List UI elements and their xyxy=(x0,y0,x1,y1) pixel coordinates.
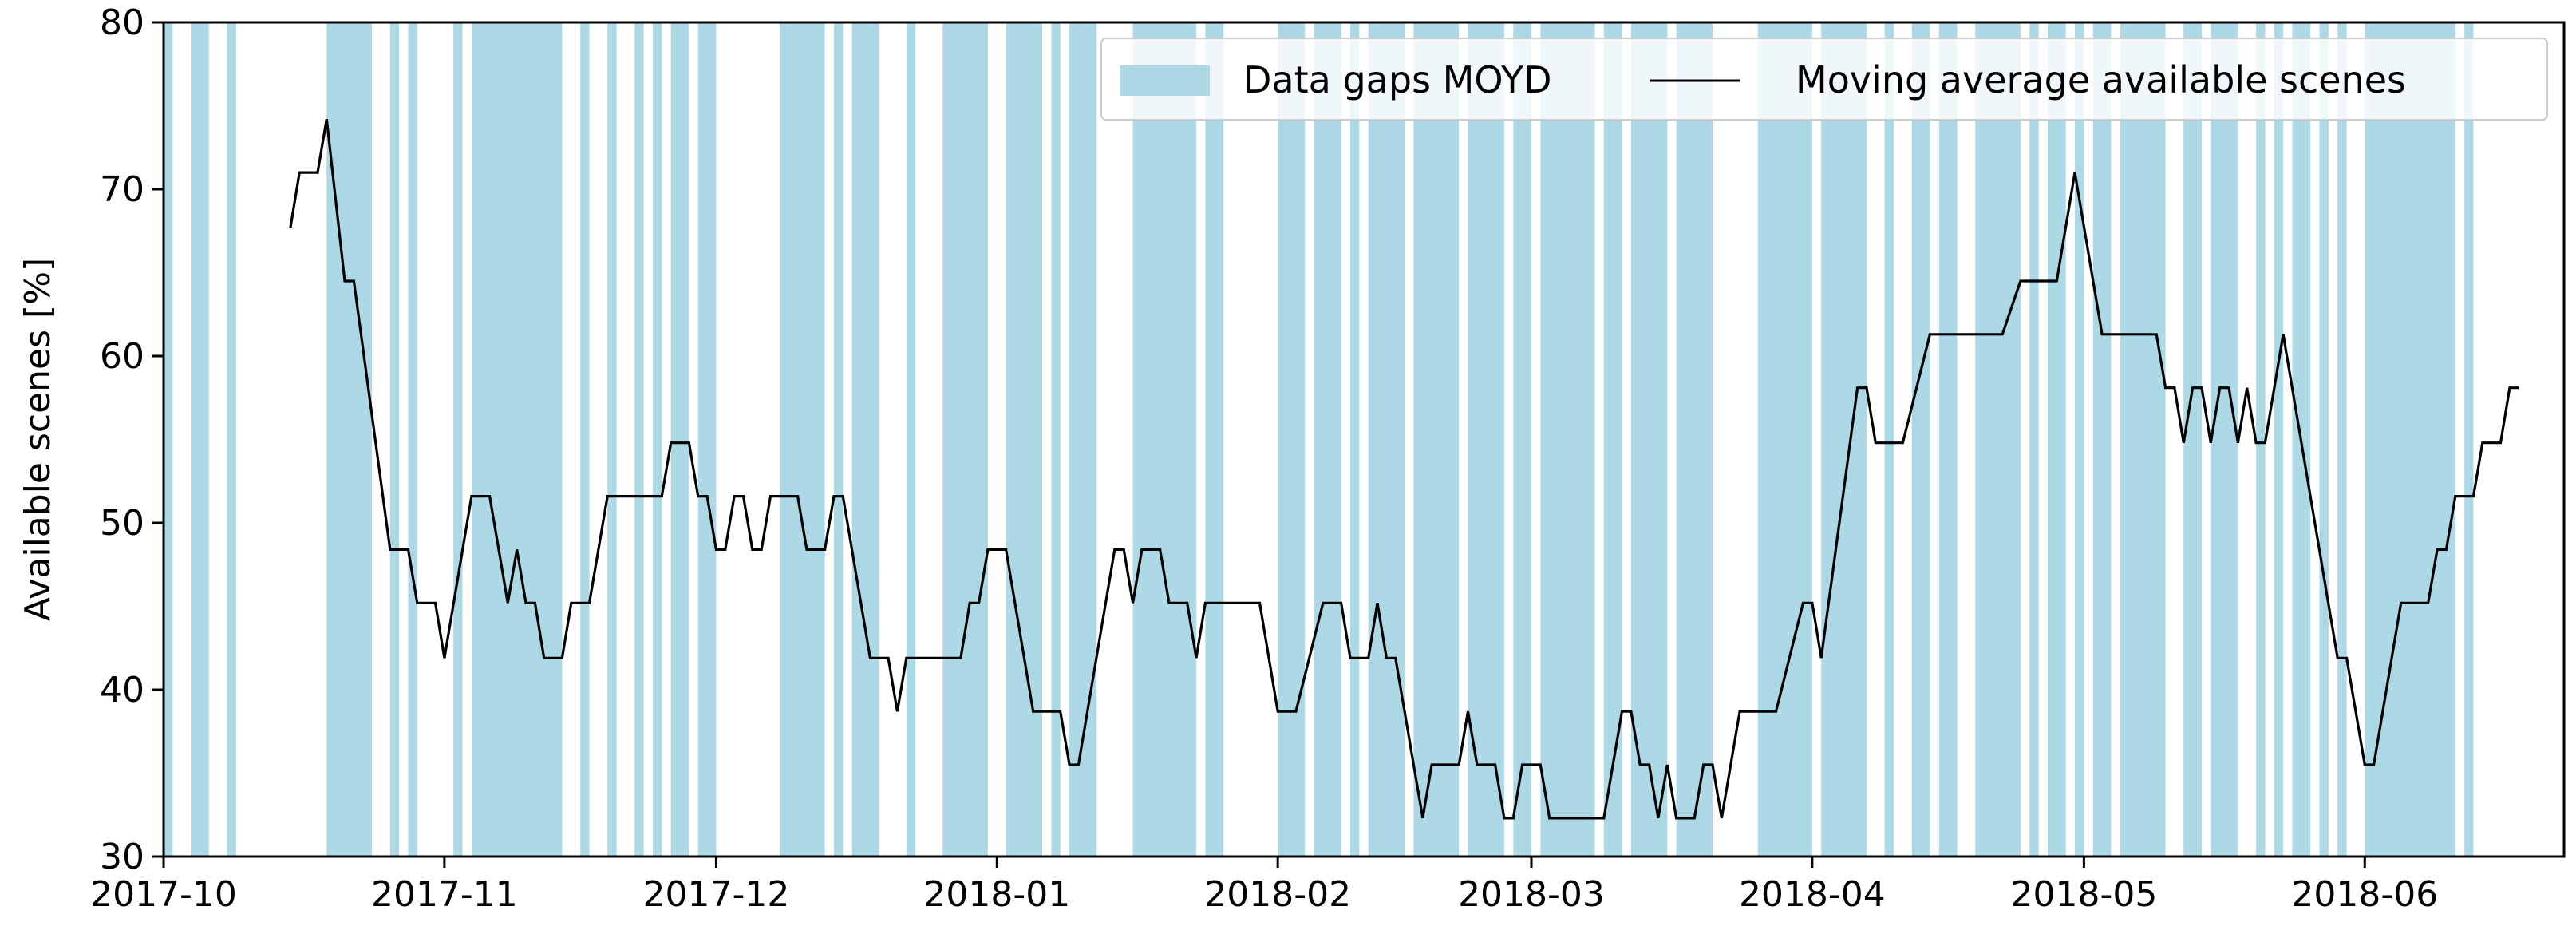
data-gap-bar xyxy=(2092,22,2112,857)
data-gap-bar xyxy=(634,22,644,857)
data-gap-bar xyxy=(833,22,844,857)
data-gap-bar xyxy=(2029,22,2039,857)
data-gap-bar xyxy=(1540,22,1595,857)
data-gap-bar xyxy=(2464,22,2474,857)
data-gap-bar xyxy=(1821,22,1867,857)
data-gap-bar xyxy=(1975,22,2021,857)
legend-label-data-gaps: Data gaps MOYD xyxy=(1243,58,1552,101)
x-tick-label: 2018-06 xyxy=(2291,874,2438,915)
x-tick-label: 2018-05 xyxy=(2010,874,2157,915)
y-tick-label: 40 xyxy=(100,670,144,710)
data-gap-bar xyxy=(1468,22,1504,857)
data-gap-bar xyxy=(1911,22,1930,857)
x-tick-label: 2018-03 xyxy=(1458,874,1605,915)
data-gap-bar xyxy=(906,22,916,857)
x-tick-label: 2017-10 xyxy=(90,874,237,915)
x-tick-label: 2018-04 xyxy=(1739,874,1886,915)
y-tick-label: 70 xyxy=(100,169,144,210)
data-gap-bar xyxy=(2075,22,2084,857)
data-gap-bar xyxy=(453,22,463,857)
y-tick-label: 30 xyxy=(100,837,144,877)
data-gap-bar xyxy=(1278,22,1306,857)
data-gaps xyxy=(164,22,2474,857)
y-tick-label: 60 xyxy=(100,336,144,377)
data-gap-bar xyxy=(1603,22,1622,857)
x-tick-label: 2017-11 xyxy=(371,874,518,915)
data-gap-bar xyxy=(1630,22,1668,857)
x-tick-label: 2018-01 xyxy=(923,874,1070,915)
data-gap-bar xyxy=(1349,22,1360,857)
legend-gap-patch xyxy=(1120,65,1210,96)
data-gap-bar xyxy=(607,22,617,857)
data-gap-bar xyxy=(2319,22,2329,857)
data-gap-bar xyxy=(2120,22,2166,857)
data-gap-bar xyxy=(471,22,563,857)
legend-label-moving-average: Moving average available scenes xyxy=(1796,58,2406,101)
data-gap-bar xyxy=(164,22,173,857)
y-tick-label: 50 xyxy=(100,503,144,544)
data-gap-bar xyxy=(652,22,662,857)
data-gap-bar xyxy=(2047,22,2066,857)
data-gap-bar xyxy=(2274,22,2284,857)
data-gap-bar xyxy=(2211,22,2238,857)
data-gap-bar xyxy=(2337,22,2347,857)
data-gap-bar xyxy=(1051,22,1061,857)
data-gap-bar xyxy=(326,22,373,857)
data-gap-bar xyxy=(697,22,717,857)
data-gap-bar xyxy=(942,22,988,857)
data-gap-bar xyxy=(779,22,825,857)
legend: Data gaps MOYD Moving average available … xyxy=(1100,38,2548,121)
data-gap-bar xyxy=(1069,22,1097,857)
data-gap-bar xyxy=(1413,22,1460,857)
x-axis: 2017-10 2017-11 2017-12 2018-01 2018-02 2018-… xyxy=(90,857,2438,915)
data-gap-bar xyxy=(408,22,417,857)
plot-area-frame xyxy=(162,21,2566,858)
data-gap-bar xyxy=(1938,22,1958,857)
data-gap-bar xyxy=(227,22,236,857)
data-gap-bar xyxy=(1884,22,1894,857)
data-gap-bar xyxy=(1205,22,1224,857)
data-gap-bar xyxy=(1314,22,1341,857)
x-tick-label: 2018-02 xyxy=(1204,874,1351,915)
data-gap-bar xyxy=(2183,22,2202,857)
data-gap-bar xyxy=(670,22,689,857)
moving-average-line xyxy=(289,118,2519,820)
data-gap-bar xyxy=(1757,22,1812,857)
data-gap-bar xyxy=(580,22,590,857)
data-gap-bar xyxy=(1368,22,1405,857)
data-gap-bar xyxy=(1006,22,1043,857)
moving-average-series xyxy=(289,118,2519,820)
data-gap-bar xyxy=(1132,22,1197,857)
x-tick-label: 2017-12 xyxy=(642,874,789,915)
y-axis: 30 40 50 60 70 80 xyxy=(100,2,164,877)
y-axis-title: Available scenes [%] xyxy=(18,258,58,621)
data-gap-bar xyxy=(191,22,209,857)
data-gap-bar xyxy=(1513,22,1531,857)
data-gap-bar xyxy=(2365,22,2455,857)
data-gap-bar xyxy=(389,22,400,857)
data-gap-bar xyxy=(1676,22,1713,857)
data-gap-bar xyxy=(851,22,879,857)
data-gap-bar xyxy=(2256,22,2266,857)
y-tick-label: 80 xyxy=(100,2,144,43)
legend-frame xyxy=(1100,38,2548,121)
